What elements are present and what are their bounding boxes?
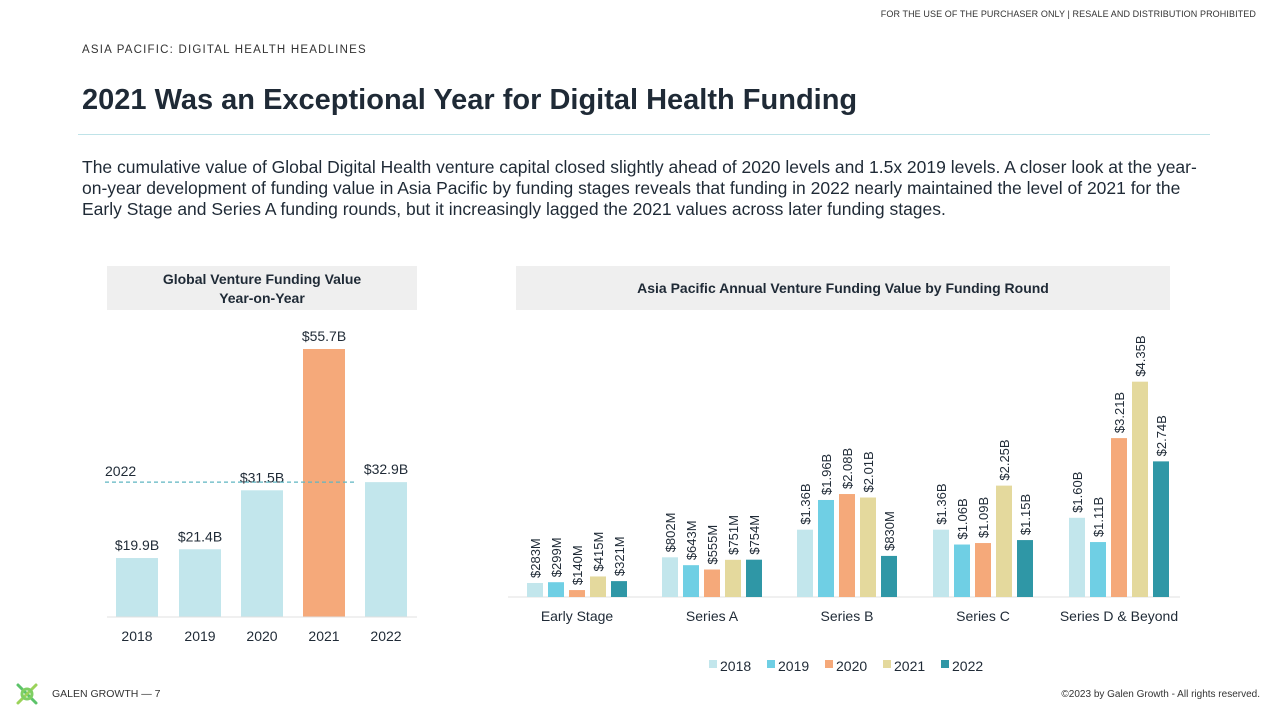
bar-2020 [241,490,283,617]
data-label-2021: $55.7B [302,328,346,344]
legend-label-2019: 2019 [778,658,809,674]
data-label: $643M [684,520,699,560]
bar-series-b-2020 [839,494,855,597]
bar-early-stage-2018 [527,582,543,597]
data-label: $555M [705,525,720,565]
bar-series-d-beyond-2022 [1153,461,1169,597]
disclaimer: FOR THE USE OF THE PURCHASER ONLY | RESA… [880,9,1256,19]
x-tick-2018: 2018 [121,628,152,644]
data-label: $2.08B [840,448,855,489]
bar-series-d-beyond-2020 [1111,438,1127,597]
data-label: $140M [570,545,585,585]
bar-series-b-2019 [818,499,834,597]
bar-2018 [116,558,158,617]
legend-swatch-2021 [883,660,891,668]
x-tick-2022: 2022 [370,628,401,644]
data-label: $1.06B [955,498,970,539]
data-label: $1.60B [1070,472,1085,513]
data-label: $321M [612,536,627,576]
intro-paragraph: The cumulative value of Global Digital H… [82,157,1197,219]
bar-2019 [179,549,221,617]
bar-series-b-2018 [797,529,813,597]
left-chart-title: Global Venture Funding Value Year-on-Yea… [107,266,417,310]
copyright: ©2023 by Galen Growth - All rights reser… [1061,689,1260,700]
data-label: $1.36B [934,483,949,524]
data-label: $283M [528,538,543,578]
bar-series-a-2019 [683,565,699,597]
bar-early-stage-2020 [569,590,585,597]
reference-line-label: 2022 [105,463,136,479]
data-label: $415M [591,532,606,572]
legend-label-2022: 2022 [952,658,983,674]
page-title: 2021 Was an Exceptional Year for Digital… [82,84,858,116]
data-label-2022: $32.9B [364,461,408,477]
x-tick-series-c: Series C [956,608,1010,624]
legend-swatch-2018 [709,660,717,668]
data-label: $3.21B [1112,392,1127,433]
legend-label-2018: 2018 [720,658,751,674]
x-tick-2021: 2021 [308,628,339,644]
x-tick-series-a: Series A [686,608,739,624]
data-label: $1.11B [1091,497,1106,537]
legend-swatch-2022 [941,660,949,668]
x-tick-2020: 2020 [246,628,277,644]
bar-2021 [303,349,345,617]
bar-series-a-2018 [662,557,678,597]
footer-brand: GALEN GROWTH — 7 [52,688,161,700]
left-chart-title-line2: Year-on-Year [219,290,305,306]
data-label: $1.96B [819,454,834,495]
data-label: $1.15B [1018,494,1033,535]
left-chart-title-line1: Global Venture Funding Value [162,271,362,287]
data-label: $1.09B [976,497,991,538]
bar-series-d-beyond-2021 [1132,381,1148,597]
data-label: $2.25B [997,439,1012,480]
bar-series-c-2021 [996,485,1012,597]
data-label: $751M [726,515,741,555]
x-tick-2019: 2019 [184,628,215,644]
legend-label-2021: 2021 [894,658,925,674]
bar-series-d-beyond-2019 [1090,542,1106,597]
galen-growth-logo-icon [16,683,38,705]
bar-series-c-2018 [933,529,949,597]
legend-label-2020: 2020 [836,658,867,674]
data-label: $754M [747,515,762,555]
data-label: $299M [549,537,564,577]
bar-series-a-2022 [746,559,762,597]
data-label-2020: $31.5B [240,469,284,485]
x-tick-series-b: Series B [821,608,874,624]
data-label: $2.74B [1154,415,1169,456]
data-label-2018: $19.9B [115,537,159,553]
bar-series-b-2022 [881,555,897,597]
title-divider [78,134,1210,135]
bar-series-a-2020 [704,569,720,597]
data-label: $830M [882,511,897,551]
bar-early-stage-2021 [590,576,606,597]
data-label-2019: $21.4B [178,528,222,544]
bar-series-a-2021 [725,559,741,597]
x-tick-early-stage: Early Stage [541,608,614,624]
legend-swatch-2019 [767,660,775,668]
legend-swatch-2020 [825,660,833,668]
bar-series-d-beyond-2018 [1069,517,1085,597]
data-label: $802M [663,513,678,553]
section-kicker: ASIA PACIFIC: DIGITAL HEALTH HEADLINES [82,44,367,56]
x-tick-series-d-beyond: Series D & Beyond [1060,608,1178,624]
bar-series-c-2020 [975,543,991,597]
right-chart-title: Asia Pacific Annual Venture Funding Valu… [516,266,1170,310]
bar-series-b-2021 [860,497,876,597]
bar-series-c-2019 [954,544,970,597]
bar-2022 [365,482,407,617]
data-label: $2.01B [861,451,876,492]
bar-series-c-2022 [1017,540,1033,597]
bar-early-stage-2019 [548,582,564,597]
data-label: $1.36B [798,483,813,524]
bar-early-stage-2022 [611,581,627,597]
data-label: $4.35B [1133,335,1148,376]
